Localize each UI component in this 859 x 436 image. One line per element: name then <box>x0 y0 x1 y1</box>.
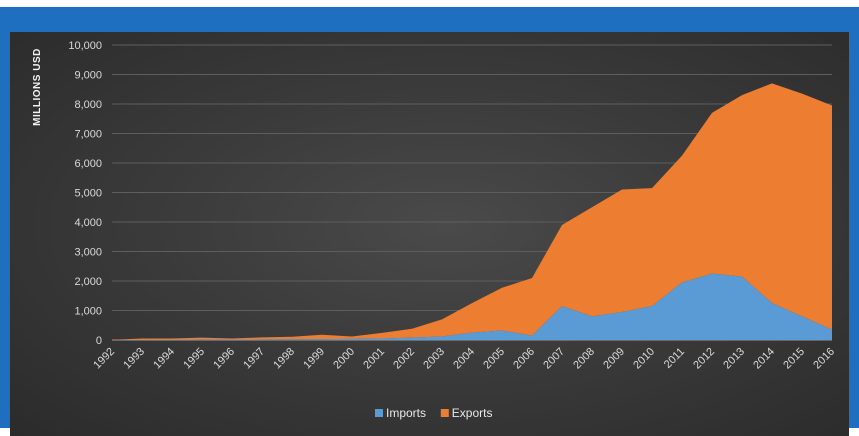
x-tick-label: 2013 <box>721 346 747 372</box>
x-tick-label: 1995 <box>181 346 207 372</box>
area-imports <box>112 273 832 340</box>
x-tick-label: 1993 <box>121 346 147 372</box>
x-tick-label: 2011 <box>662 346 687 371</box>
y-tick-label: 2,000 <box>74 276 102 288</box>
x-tick-label: 2003 <box>421 346 447 372</box>
x-tick-label: 2015 <box>781 346 807 372</box>
x-tick-label: 2008 <box>571 346 597 372</box>
area-chart: 0 1,000 2,000 3,000 4,000 5,000 6,000 7,000 8,00… <box>32 40 837 420</box>
chart-panel: 0 1,000 2,000 3,000 4,000 5,000 6,000 7,000 8,00… <box>10 32 849 436</box>
series-areas <box>112 83 832 340</box>
x-tick-label: 2004 <box>451 346 477 372</box>
y-tick-label: 6,000 <box>74 158 102 170</box>
x-tick-label: 1999 <box>301 346 327 372</box>
y-tick-label: 4,000 <box>74 217 102 229</box>
legend-swatch <box>375 409 383 417</box>
x-tick-label: 2006 <box>511 346 537 372</box>
chart-frame: 0 1,000 2,000 3,000 4,000 5,000 6,000 7,000 8,00… <box>0 14 859 436</box>
x-axis-ticks: 1992 1993 1994 1995 1996 1997 1998 1999 2000 2001… <box>91 346 837 372</box>
legend-label: Exports <box>452 406 493 420</box>
y-tick-label: 3,000 <box>74 247 102 259</box>
x-tick-label: 2005 <box>481 346 507 372</box>
top-band <box>0 7 859 16</box>
y-tick-label: 0 <box>96 335 102 347</box>
y-tick-label: 1,000 <box>74 306 102 318</box>
y-tick-label: 8,000 <box>74 99 102 111</box>
x-tick-label: 1996 <box>211 346 237 372</box>
x-tick-label: 2012 <box>691 346 717 372</box>
y-axis-ticks: 0 1,000 2,000 3,000 4,000 5,000 6,000 7,000 8,00… <box>68 40 102 347</box>
x-tick-label: 1992 <box>91 346 117 372</box>
legend-label: Imports <box>386 406 426 420</box>
x-tick-label: 2007 <box>541 346 567 372</box>
legend: Imports Exports <box>375 406 492 420</box>
x-tick-label: 1998 <box>271 346 297 372</box>
y-tick-label: 10,000 <box>68 40 102 52</box>
x-tick-label: 1994 <box>151 346 177 372</box>
y-tick-label: 7,000 <box>74 129 102 141</box>
x-tick-label: 2010 <box>631 346 657 372</box>
y-tick-label: 9,000 <box>74 70 102 82</box>
y-axis-label: MILLIONS USD <box>32 48 43 126</box>
x-tick-label: 1997 <box>241 346 267 372</box>
x-tick-label: 2016 <box>811 346 837 372</box>
area-exports <box>112 83 832 340</box>
top-strip <box>0 0 859 16</box>
x-tick-label: 2009 <box>601 346 627 372</box>
x-tick-label: 2001 <box>361 346 387 372</box>
x-tick-label: 2000 <box>331 346 357 372</box>
legend-swatch <box>440 409 449 417</box>
x-tick-label: 2002 <box>391 346 417 372</box>
y-tick-label: 5,000 <box>74 188 102 200</box>
x-tick-label: 2014 <box>751 346 777 372</box>
